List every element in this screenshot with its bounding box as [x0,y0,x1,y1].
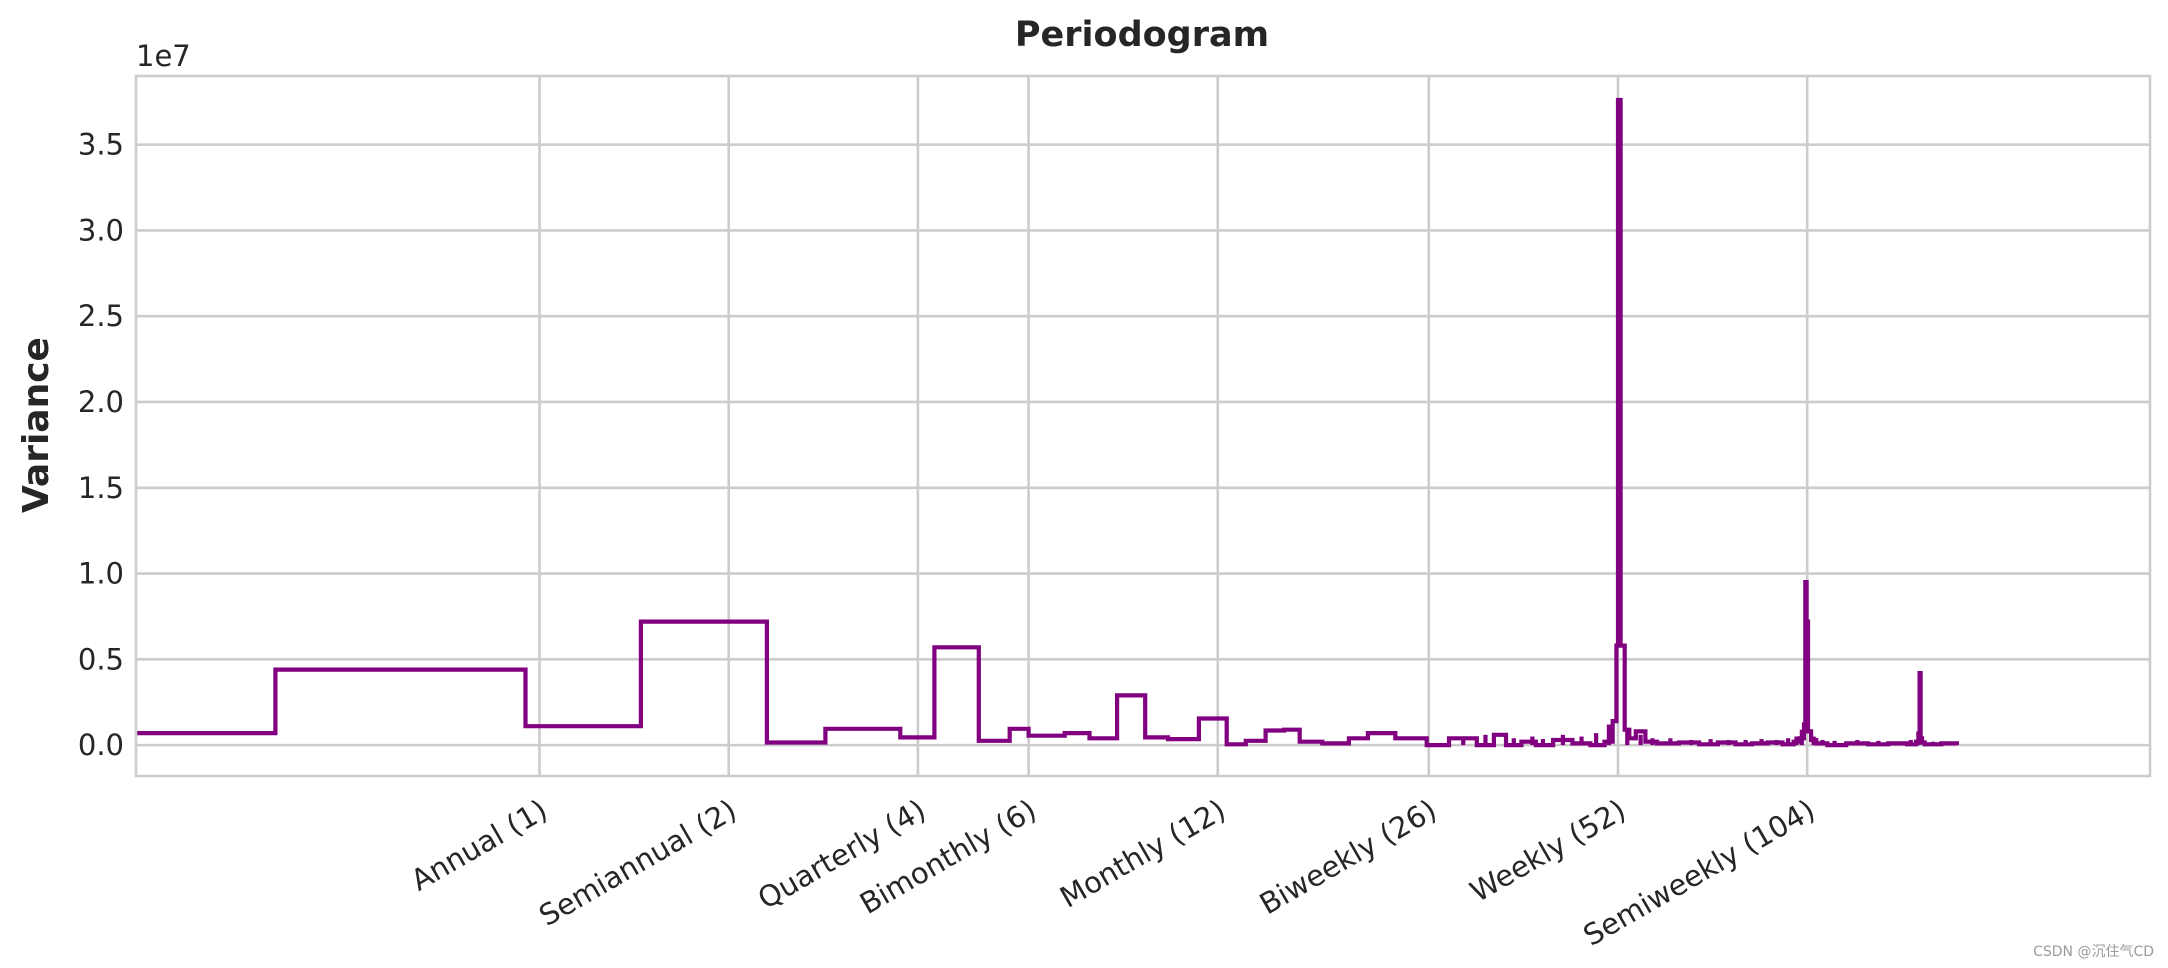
plot-frame [134,74,2152,778]
x-tick-label: Weekly (52) [1464,793,1631,909]
y-tick-label: 1.0 [78,557,124,591]
y-tick-labels: 0.0 0.5 1.0 1.5 2.0 2.5 3.0 3.5 [78,128,124,762]
chart-title: Periodogram [1015,15,1269,55]
x-tick-label: Annual (1) [405,793,553,898]
y-tick-label: 2.0 [78,385,124,419]
x-tick-label: Biweekly (26) [1254,793,1443,922]
y-tick-label: 2.5 [78,299,124,333]
plot-series [136,97,1959,748]
watermark: CSDN @沉住气CD [2033,944,2154,960]
y-tick-label: 1.5 [78,471,124,505]
y-tick-label: 0.5 [78,642,124,676]
grid-lines [136,76,2150,776]
y-tick-label: 3.5 [78,128,124,162]
y-tick-label: 0.0 [78,728,124,762]
x-tick-label: Semiannual (2) [533,793,742,933]
y-axis-label: Variance [16,337,57,513]
series-step-line [136,97,1959,748]
y-axis-offset-label: 1e7 [136,39,191,73]
y-tick-label: 3.0 [78,213,124,247]
x-tick-labels: Annual (1)Semiannual (2) Quarterly (4)Bim… [405,793,1821,953]
x-tick-label: Monthly (12) [1054,793,1231,915]
